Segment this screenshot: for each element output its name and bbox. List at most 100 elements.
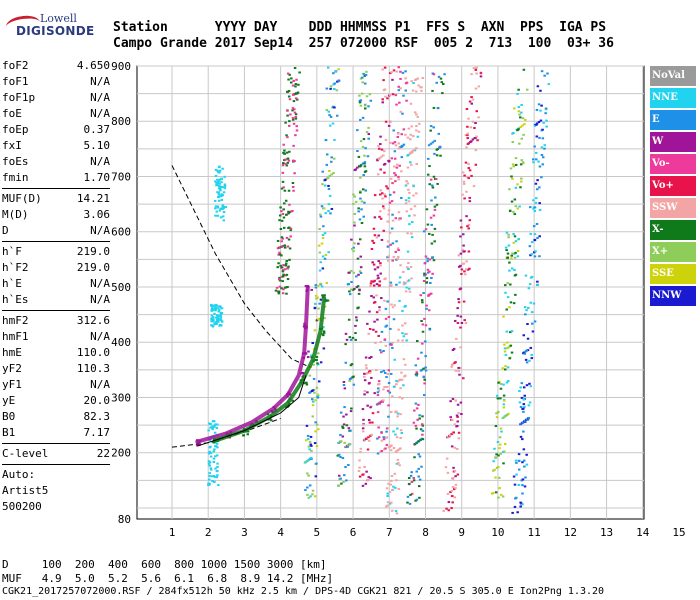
echo-point <box>399 447 402 450</box>
echo-point <box>411 89 415 92</box>
echo-point <box>383 299 386 302</box>
echo-point <box>287 265 290 268</box>
echo-point <box>448 434 452 437</box>
echo-point <box>361 408 365 411</box>
echo-point <box>538 186 541 189</box>
echo-point <box>412 135 415 138</box>
echo-point <box>418 455 422 458</box>
echo-point <box>362 423 365 426</box>
echo-point <box>330 207 334 210</box>
echo-point <box>425 304 428 307</box>
echo-point <box>521 162 525 165</box>
echo-point <box>524 358 528 361</box>
echo-point <box>415 192 418 195</box>
echo-point <box>278 214 282 217</box>
echo-point <box>305 383 309 386</box>
echo-point <box>397 448 400 451</box>
echo-point <box>395 462 399 465</box>
echo-point <box>527 404 531 407</box>
echo-point <box>289 113 292 116</box>
echo-point <box>433 205 437 208</box>
echo-point <box>383 150 386 153</box>
echo-point <box>353 212 357 215</box>
echo-point <box>314 358 317 361</box>
echo-point <box>281 180 285 183</box>
echo-point <box>218 318 221 321</box>
echo-point <box>352 383 356 386</box>
echo-point <box>216 465 219 468</box>
echo-point <box>387 259 390 262</box>
echo-point <box>515 473 518 476</box>
echo-point <box>363 465 366 468</box>
param-row-d: D N/A <box>2 223 110 239</box>
echo-point <box>407 287 411 290</box>
echo-point <box>327 110 331 113</box>
echo-point <box>213 199 217 202</box>
echo-point <box>430 276 433 279</box>
echo-point <box>391 182 394 185</box>
param-row-fof1p: foF1p N/A <box>2 90 110 106</box>
echo-point <box>375 283 379 286</box>
echo-point <box>415 372 419 375</box>
echo-point <box>285 151 289 154</box>
echo-point <box>223 185 227 188</box>
echo-point <box>509 167 513 170</box>
echo-point <box>382 350 385 353</box>
echo-point <box>295 98 299 101</box>
param-key: yE <box>2 394 16 407</box>
echo-point <box>465 190 468 193</box>
echo-point <box>355 316 358 319</box>
echo-point <box>466 268 470 271</box>
echo-point <box>385 505 388 508</box>
echo-point <box>437 132 441 135</box>
echo-point <box>391 395 394 398</box>
echo-point <box>515 496 518 499</box>
echo-point <box>376 159 379 162</box>
echo-point <box>376 383 380 386</box>
echo-point <box>359 118 362 121</box>
echo-point <box>499 452 502 455</box>
echo-point <box>311 404 315 407</box>
echo-point <box>272 405 276 408</box>
echo-point <box>402 335 406 338</box>
echo-point <box>516 511 519 514</box>
echo-point <box>385 436 389 439</box>
echo-point <box>339 411 343 414</box>
echo-point <box>369 284 372 287</box>
echo-point <box>285 213 288 216</box>
echo-point <box>383 448 386 451</box>
echo-point <box>422 230 426 233</box>
echo-point <box>320 242 324 245</box>
echo-point <box>479 75 483 78</box>
echo-point <box>459 346 462 349</box>
echo-point <box>513 252 516 255</box>
echo-point <box>447 501 451 504</box>
echo-point <box>467 177 470 180</box>
echo-point <box>426 271 430 274</box>
echo-point <box>512 241 516 244</box>
echo-point <box>465 108 469 111</box>
echo-point <box>377 334 380 337</box>
echo-point <box>517 459 521 462</box>
echo-point <box>520 396 524 399</box>
echo-point <box>397 175 400 178</box>
echo-point <box>217 193 221 196</box>
echo-point <box>514 273 518 276</box>
param-key: fxI <box>2 139 22 152</box>
echo-point <box>294 97 298 100</box>
echo-point <box>329 85 333 88</box>
echo-point <box>522 407 525 410</box>
echo-point <box>427 309 431 312</box>
echo-point <box>529 254 532 257</box>
echo-point <box>389 342 393 345</box>
echo-point <box>358 466 361 469</box>
echo-point <box>432 106 436 109</box>
echo-point <box>493 447 496 450</box>
echo-point <box>402 358 406 361</box>
echo-point <box>291 107 295 110</box>
echo-point <box>341 435 345 438</box>
echo-point <box>318 228 321 231</box>
echo-point <box>529 232 532 235</box>
echo-point <box>521 461 524 464</box>
echo-point <box>457 301 461 304</box>
